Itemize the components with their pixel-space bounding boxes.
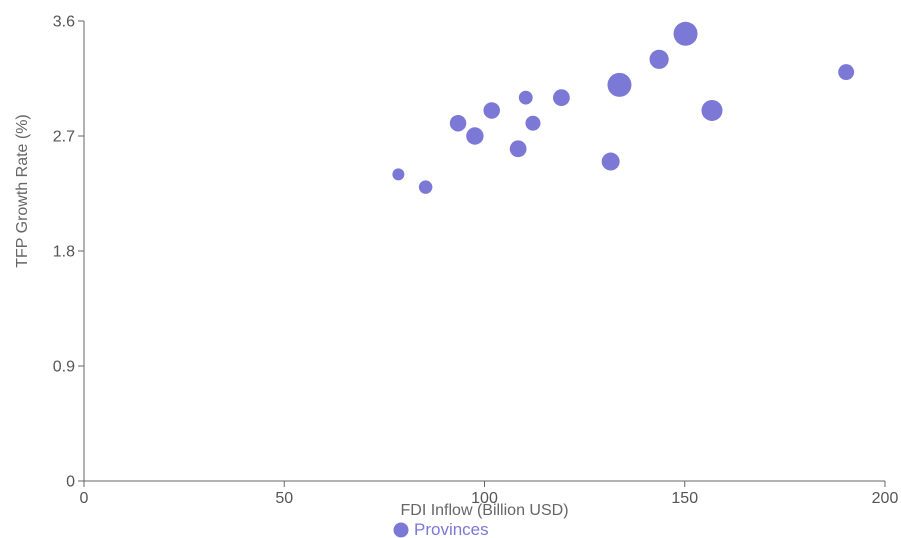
data-point: [466, 127, 484, 145]
data-point: [525, 115, 541, 131]
y-tick-label: 3.6: [53, 14, 75, 31]
y-tick-label: 0: [66, 474, 75, 491]
axes: 0 0.9 1.8 2.7 3.6 0 50 100 150 200: [53, 14, 899, 508]
y-tick-label: 0.9: [53, 359, 75, 376]
x-tick-label: 50: [275, 490, 293, 507]
legend-label-provinces: Provinces: [414, 520, 489, 538]
y-tick-label: 2.7: [53, 129, 75, 146]
data-point: [449, 114, 467, 132]
data-point: [649, 49, 669, 69]
data-point: [838, 64, 855, 81]
data-point: [518, 90, 533, 105]
data-point: [509, 140, 527, 158]
legend: Provinces: [393, 520, 489, 538]
x-tick-label: 100: [471, 490, 498, 507]
data-points: [392, 21, 855, 194]
x-axis-title: FDI Inflow (Billion USD): [400, 502, 568, 519]
data-point: [601, 152, 620, 171]
legend-marker: [393, 522, 409, 538]
x-tick-label: 150: [671, 490, 698, 507]
y-axis-title: TFP Growth Rate (%): [14, 114, 31, 268]
data-point: [552, 89, 570, 107]
data-point: [392, 168, 405, 181]
data-point: [418, 180, 433, 194]
data-point: [607, 72, 632, 97]
y-tick-label: 1.8: [53, 244, 75, 261]
data-point: [673, 21, 698, 46]
x-tick-label: 200: [872, 490, 899, 507]
data-point: [701, 99, 723, 121]
x-tick-label: 0: [80, 490, 89, 507]
data-point: [483, 102, 500, 119]
